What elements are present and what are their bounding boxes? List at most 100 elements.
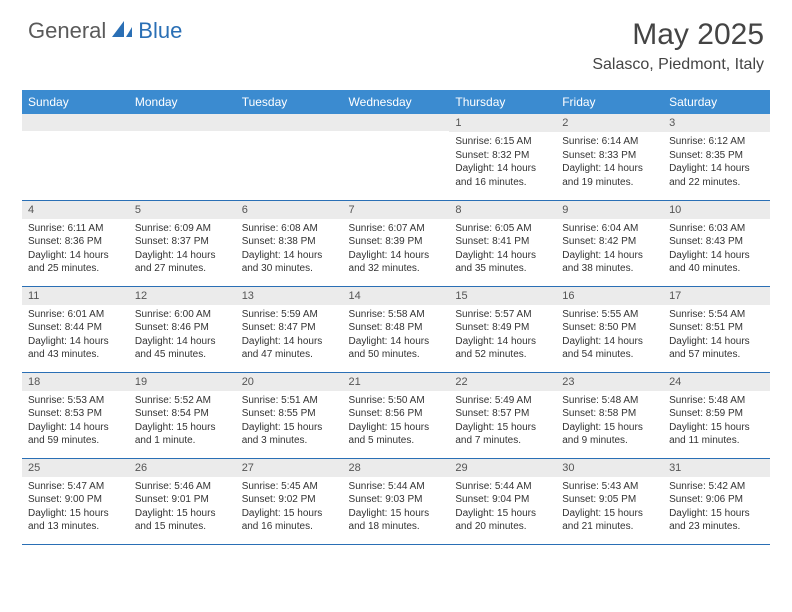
calendar-cell: 4Sunrise: 6:11 AMSunset: 8:36 PMDaylight… [22,200,129,286]
day-number: 13 [236,287,343,305]
sunset-text: Sunset: 8:33 PM [562,149,657,163]
day-details: Sunrise: 6:05 AMSunset: 8:41 PMDaylight:… [449,219,556,282]
daylight-text: Daylight: 14 hours and 19 minutes. [562,162,657,189]
calendar-cell: 3Sunrise: 6:12 AMSunset: 8:35 PMDaylight… [663,114,770,200]
day-details: Sunrise: 6:12 AMSunset: 8:35 PMDaylight:… [663,132,770,195]
calendar-cell: 5Sunrise: 6:09 AMSunset: 8:37 PMDaylight… [129,200,236,286]
daylight-text: Daylight: 14 hours and 43 minutes. [28,335,123,362]
day-details: Sunrise: 6:03 AMSunset: 8:43 PMDaylight:… [663,219,770,282]
day-details: Sunrise: 6:15 AMSunset: 8:32 PMDaylight:… [449,132,556,195]
day-number: 12 [129,287,236,305]
sunset-text: Sunset: 8:58 PM [562,407,657,421]
sunset-text: Sunset: 8:35 PM [669,149,764,163]
sunset-text: Sunset: 8:47 PM [242,321,337,335]
daylight-text: Daylight: 14 hours and 22 minutes. [669,162,764,189]
sunset-text: Sunset: 8:56 PM [349,407,444,421]
sunrise-text: Sunrise: 6:03 AM [669,222,764,236]
daylight-text: Daylight: 15 hours and 3 minutes. [242,421,337,448]
sunrise-text: Sunrise: 6:08 AM [242,222,337,236]
day-number: 22 [449,373,556,391]
sunrise-text: Sunrise: 6:07 AM [349,222,444,236]
daylight-text: Daylight: 14 hours and 54 minutes. [562,335,657,362]
sunrise-text: Sunrise: 6:09 AM [135,222,230,236]
calendar-cell: 31Sunrise: 5:42 AMSunset: 9:06 PMDayligh… [663,458,770,544]
month-title: May 2025 [592,18,764,52]
day-details: Sunrise: 5:47 AMSunset: 9:00 PMDaylight:… [22,477,129,540]
calendar-table: Sunday Monday Tuesday Wednesday Thursday… [22,90,770,545]
day-details: Sunrise: 5:44 AMSunset: 9:03 PMDaylight:… [343,477,450,540]
day-number: 9 [556,201,663,219]
day-number: 31 [663,459,770,477]
calendar-cell: 16Sunrise: 5:55 AMSunset: 8:50 PMDayligh… [556,286,663,372]
calendar-week: 11Sunrise: 6:01 AMSunset: 8:44 PMDayligh… [22,286,770,372]
daylight-text: Daylight: 14 hours and 38 minutes. [562,249,657,276]
daylight-text: Daylight: 14 hours and 35 minutes. [455,249,550,276]
daylight-text: Daylight: 14 hours and 47 minutes. [242,335,337,362]
calendar-cell: 2 Sunrise: 6:14 AMSunset: 8:33 PMDaylight… [556,114,663,200]
daylight-text: Daylight: 15 hours and 13 minutes. [28,507,123,534]
daylight-text: Daylight: 14 hours and 57 minutes. [669,335,764,362]
day-number: 2 [556,114,663,132]
day-details: Sunrise: 5:44 AMSunset: 9:04 PMDaylight:… [449,477,556,540]
calendar-cell: 18Sunrise: 5:53 AMSunset: 8:53 PMDayligh… [22,372,129,458]
day-details: Sunrise: 6:00 AMSunset: 8:46 PMDaylight:… [129,305,236,368]
sunset-text: Sunset: 8:37 PM [135,235,230,249]
sunset-text: Sunset: 8:46 PM [135,321,230,335]
day-number: 6 [236,201,343,219]
daylight-text: Daylight: 15 hours and 9 minutes. [562,421,657,448]
daylight-text: Daylight: 14 hours and 52 minutes. [455,335,550,362]
sunset-text: Sunset: 9:00 PM [28,493,123,507]
day-details: Sunrise: 5:48 AMSunset: 8:58 PMDaylight:… [556,391,663,454]
sunrise-text: Sunrise: 5:48 AM [669,394,764,408]
day-number: 26 [129,459,236,477]
title-block: May 2025 Salasco, Piedmont, Italy [592,18,764,74]
calendar-cell: 14Sunrise: 5:58 AMSunset: 8:48 PMDayligh… [343,286,450,372]
calendar-week: 18Sunrise: 5:53 AMSunset: 8:53 PMDayligh… [22,372,770,458]
sunrise-text: Sunrise: 5:54 AM [669,308,764,322]
daylight-text: Daylight: 15 hours and 15 minutes. [135,507,230,534]
sunrise-text: Sunrise: 6:05 AM [455,222,550,236]
sunset-text: Sunset: 9:02 PM [242,493,337,507]
sunrise-text: Sunrise: 5:49 AM [455,394,550,408]
sunset-text: Sunset: 8:44 PM [28,321,123,335]
day-number: 18 [22,373,129,391]
day-header: Saturday [663,90,770,114]
logo-text-blue: Blue [138,18,182,44]
sunrise-text: Sunrise: 5:44 AM [349,480,444,494]
day-number: 25 [22,459,129,477]
daylight-text: Daylight: 14 hours and 45 minutes. [135,335,230,362]
day-header-row: Sunday Monday Tuesday Wednesday Thursday… [22,90,770,114]
calendar-cell [236,114,343,200]
calendar-cell: 12Sunrise: 6:00 AMSunset: 8:46 PMDayligh… [129,286,236,372]
sunset-text: Sunset: 8:38 PM [242,235,337,249]
sunrise-text: Sunrise: 5:57 AM [455,308,550,322]
day-number: 20 [236,373,343,391]
day-details: Sunrise: 6:04 AMSunset: 8:42 PMDaylight:… [556,219,663,282]
calendar-cell: 20Sunrise: 5:51 AMSunset: 8:55 PMDayligh… [236,372,343,458]
sunrise-text: Sunrise: 5:52 AM [135,394,230,408]
sunset-text: Sunset: 8:43 PM [669,235,764,249]
day-number: 8 [449,201,556,219]
daylight-text: Daylight: 15 hours and 5 minutes. [349,421,444,448]
daylight-text: Daylight: 15 hours and 16 minutes. [242,507,337,534]
day-number: 17 [663,287,770,305]
calendar-cell [22,114,129,200]
day-number: 1 [449,114,556,132]
sunset-text: Sunset: 8:36 PM [28,235,123,249]
day-details: Sunrise: 6:09 AMSunset: 8:37 PMDaylight:… [129,219,236,282]
calendar-cell: 23Sunrise: 5:48 AMSunset: 8:58 PMDayligh… [556,372,663,458]
calendar-week: 4Sunrise: 6:11 AMSunset: 8:36 PMDaylight… [22,200,770,286]
day-details: Sunrise: 5:46 AMSunset: 9:01 PMDaylight:… [129,477,236,540]
sunset-text: Sunset: 9:05 PM [562,493,657,507]
sunrise-text: Sunrise: 6:14 AM [562,135,657,149]
day-number: 5 [129,201,236,219]
day-details: Sunrise: 5:55 AMSunset: 8:50 PMDaylight:… [556,305,663,368]
sunset-text: Sunset: 8:42 PM [562,235,657,249]
day-details: Sunrise: 5:54 AMSunset: 8:51 PMDaylight:… [663,305,770,368]
logo-text-general: General [28,18,106,44]
daylight-text: Daylight: 14 hours and 27 minutes. [135,249,230,276]
day-number: 3 [663,114,770,132]
sunset-text: Sunset: 9:06 PM [669,493,764,507]
sunrise-text: Sunrise: 5:48 AM [562,394,657,408]
calendar-cell: 17Sunrise: 5:54 AMSunset: 8:51 PMDayligh… [663,286,770,372]
